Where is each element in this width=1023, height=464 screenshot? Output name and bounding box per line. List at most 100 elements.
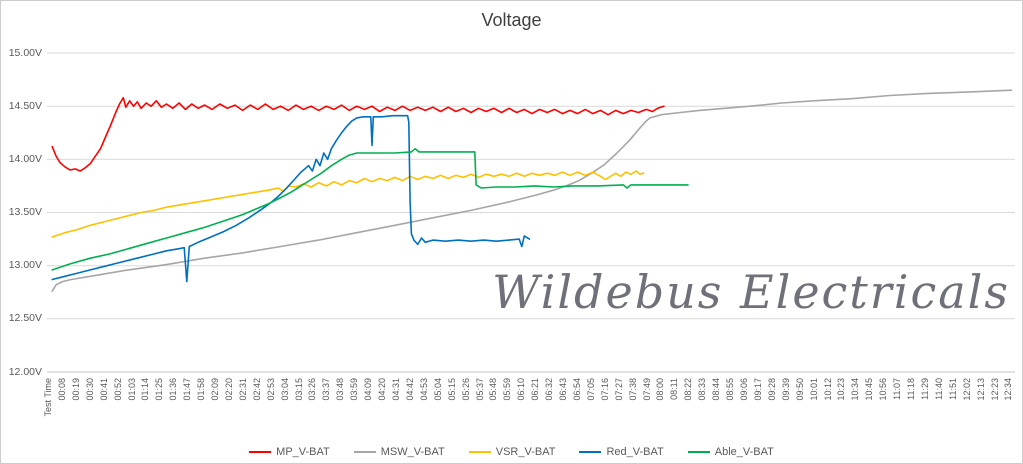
x-axis-tick-label: 10:45 — [864, 378, 875, 401]
x-axis-tick-label: 05:26 — [460, 378, 471, 401]
x-axis-tick-label: 05:37 — [474, 378, 485, 401]
legend-item-Red_V-BAT: Red_V-BAT — [579, 446, 664, 458]
x-axis-tick-label: 08:11 — [669, 378, 680, 400]
x-axis-tick-label: 12:13 — [975, 378, 986, 401]
x-axis-tick-label: 04:42 — [404, 378, 415, 401]
legend-label: MP_V-BAT — [276, 446, 330, 458]
legend-label: VSR_V-BAT — [495, 446, 556, 458]
x-axis-tick-label: 02:42 — [251, 378, 262, 401]
x-axis-tick-label: 06:54 — [571, 378, 582, 401]
x-axis-tick-label: 05:48 — [488, 378, 499, 401]
x-axis-tick-label: 06:10 — [516, 378, 527, 401]
watermark: Wildebus Electricals — [492, 265, 1010, 319]
x-axis-tick-label: 09:06 — [739, 378, 749, 401]
chart-title: Voltage — [481, 10, 542, 30]
x-axis-tick-label: 03:04 — [279, 378, 290, 401]
x-axis-tick-label: 11:40 — [933, 378, 944, 400]
x-axis-tick-label: 01:58 — [196, 378, 207, 401]
x-axis-tick-label: 09:39 — [780, 378, 791, 401]
x-axis-tick-label: 04:09 — [363, 378, 374, 401]
x-axis-tick-label: 10:34 — [850, 378, 861, 401]
x-axis-tick-label: 05:59 — [502, 378, 513, 401]
x-axis-tick-label: 00:08 — [56, 378, 67, 401]
x-axis-tick-label: 04:20 — [377, 378, 388, 401]
x-axis-tick-label: 02:20 — [223, 378, 234, 401]
x-axis-tick-label: 10:12 — [822, 378, 833, 401]
x-axis-tick-label: 00:52 — [112, 378, 123, 401]
x-axis-tick-label: 01:14 — [140, 378, 151, 401]
legend-swatch-VSR_V-BAT — [468, 450, 491, 454]
x-axis-tick-label: 03:37 — [321, 378, 332, 401]
x-axis-tick-label: 01:03 — [126, 378, 137, 401]
x-axis-tick-label: 10:23 — [836, 378, 847, 401]
legend-label: Red_V-BAT — [606, 446, 664, 458]
x-axis-tick-label: 01:36 — [168, 378, 179, 401]
legend-swatch-Able_V-BAT — [687, 450, 710, 454]
x-axis-tick-label: 04:31 — [391, 378, 401, 401]
x-axis-tick-label: 09:17 — [752, 378, 763, 401]
x-axis-tick-label: 03:59 — [349, 378, 360, 401]
legend-item-VSR_V-BAT: VSR_V-BAT — [468, 446, 556, 458]
y-axis-tick-label: 13.00V — [8, 259, 42, 272]
y-axis-tick-label: 13.50V — [8, 206, 42, 218]
series-line-Red_V-BAT — [51, 114, 531, 283]
x-axis-tick-label: 08:00 — [655, 378, 666, 401]
series-line-MP_V-BAT — [51, 96, 665, 172]
x-axis-tick-label: 06:43 — [558, 378, 569, 401]
x-axis-tick-label: 05:15 — [446, 378, 457, 401]
x-axis-tick-label: 09:28 — [766, 378, 777, 401]
x-axis-tick-label: 00:30 — [84, 378, 95, 401]
x-axis-tick-label: 07:27 — [613, 378, 624, 401]
x-axis-tick-label: Test Time — [43, 378, 53, 417]
y-axis-tick-label: 14.00V — [8, 152, 42, 165]
y-axis-tick-label: 15.00V — [8, 46, 42, 59]
x-axis-tick-label: 03:48 — [335, 378, 346, 401]
x-axis-tick-label: 08:55 — [725, 378, 736, 401]
series-line-MSW_V-BAT — [51, 89, 1013, 293]
x-axis-tick-label: 07:49 — [641, 378, 652, 401]
x-axis-tick-label: 08:33 — [697, 378, 708, 401]
x-axis-tick-label: 12:02 — [961, 378, 972, 401]
x-axis-tick-label: 02:53 — [265, 378, 276, 401]
legend-label: MSW_V-BAT — [380, 446, 445, 458]
legend-item-MSW_V-BAT: MSW_V-BAT — [353, 446, 445, 458]
x-axis-tick-label: 08:22 — [683, 378, 694, 401]
legend-swatch-MSW_V-BAT — [353, 450, 376, 454]
x-axis-tick-label: 11:18 — [906, 378, 917, 400]
x-axis-tick-label: 10:01 — [808, 378, 819, 401]
x-axis-tick-label: 02:31 — [237, 378, 248, 401]
x-axis-tick-label: 04:53 — [418, 378, 429, 401]
y-axis-tick-label: 12.00V — [8, 365, 42, 378]
legend: MP_V-BAT MSW_V-BAT VSR_V-BAT Red_V-BAT Able_… — [1, 446, 1022, 458]
x-axis-tick-label: 12:23 — [989, 378, 1000, 401]
x-axis-tick-label: 01:47 — [182, 378, 193, 401]
x-axis-tick-label: 03:26 — [307, 378, 318, 401]
legend-swatch-Red_V-BAT — [579, 450, 602, 454]
legend-label: Able_V-BAT — [714, 446, 774, 458]
x-axis-tick-label: 08:44 — [711, 378, 722, 401]
x-axis-tick-label: 07:38 — [627, 378, 638, 401]
x-axis-tick-label: 00:41 — [98, 378, 109, 401]
legend-item-MP_V-BAT: MP_V-BAT — [249, 446, 330, 458]
x-axis-tick-label: 07:16 — [599, 378, 610, 401]
y-axis-tick-label: 14.50V — [8, 99, 42, 112]
x-axis-tick-label: 03:15 — [293, 378, 304, 401]
x-axis-tick-label: 11:29 — [919, 378, 930, 400]
legend-swatch-MP_V-BAT — [249, 450, 272, 454]
x-axis-tick-label: 10:56 — [878, 378, 889, 401]
x-axis-tick-label: 09:50 — [794, 378, 805, 401]
x-axis-tick-label: 05:04 — [432, 378, 443, 401]
x-axis-tick-label: 11:07 — [892, 378, 903, 400]
series-line-VSR_V-BAT — [51, 170, 645, 238]
x-axis-tick-label: 07:05 — [585, 378, 596, 401]
x-axis-tick-label: 00:19 — [70, 378, 81, 401]
x-axis-tick-label: 02:09 — [210, 378, 221, 401]
legend-item-Able_V-BAT: Able_V-BAT — [687, 446, 774, 458]
x-axis-tick-label: 06:32 — [544, 378, 555, 401]
x-axis-tick-label: 12:34 — [1003, 378, 1014, 401]
series-line-Able_V-BAT — [51, 147, 689, 271]
x-axis-tick-label: 01:25 — [154, 378, 165, 401]
x-axis-tick-label: 11:51 — [947, 378, 958, 400]
